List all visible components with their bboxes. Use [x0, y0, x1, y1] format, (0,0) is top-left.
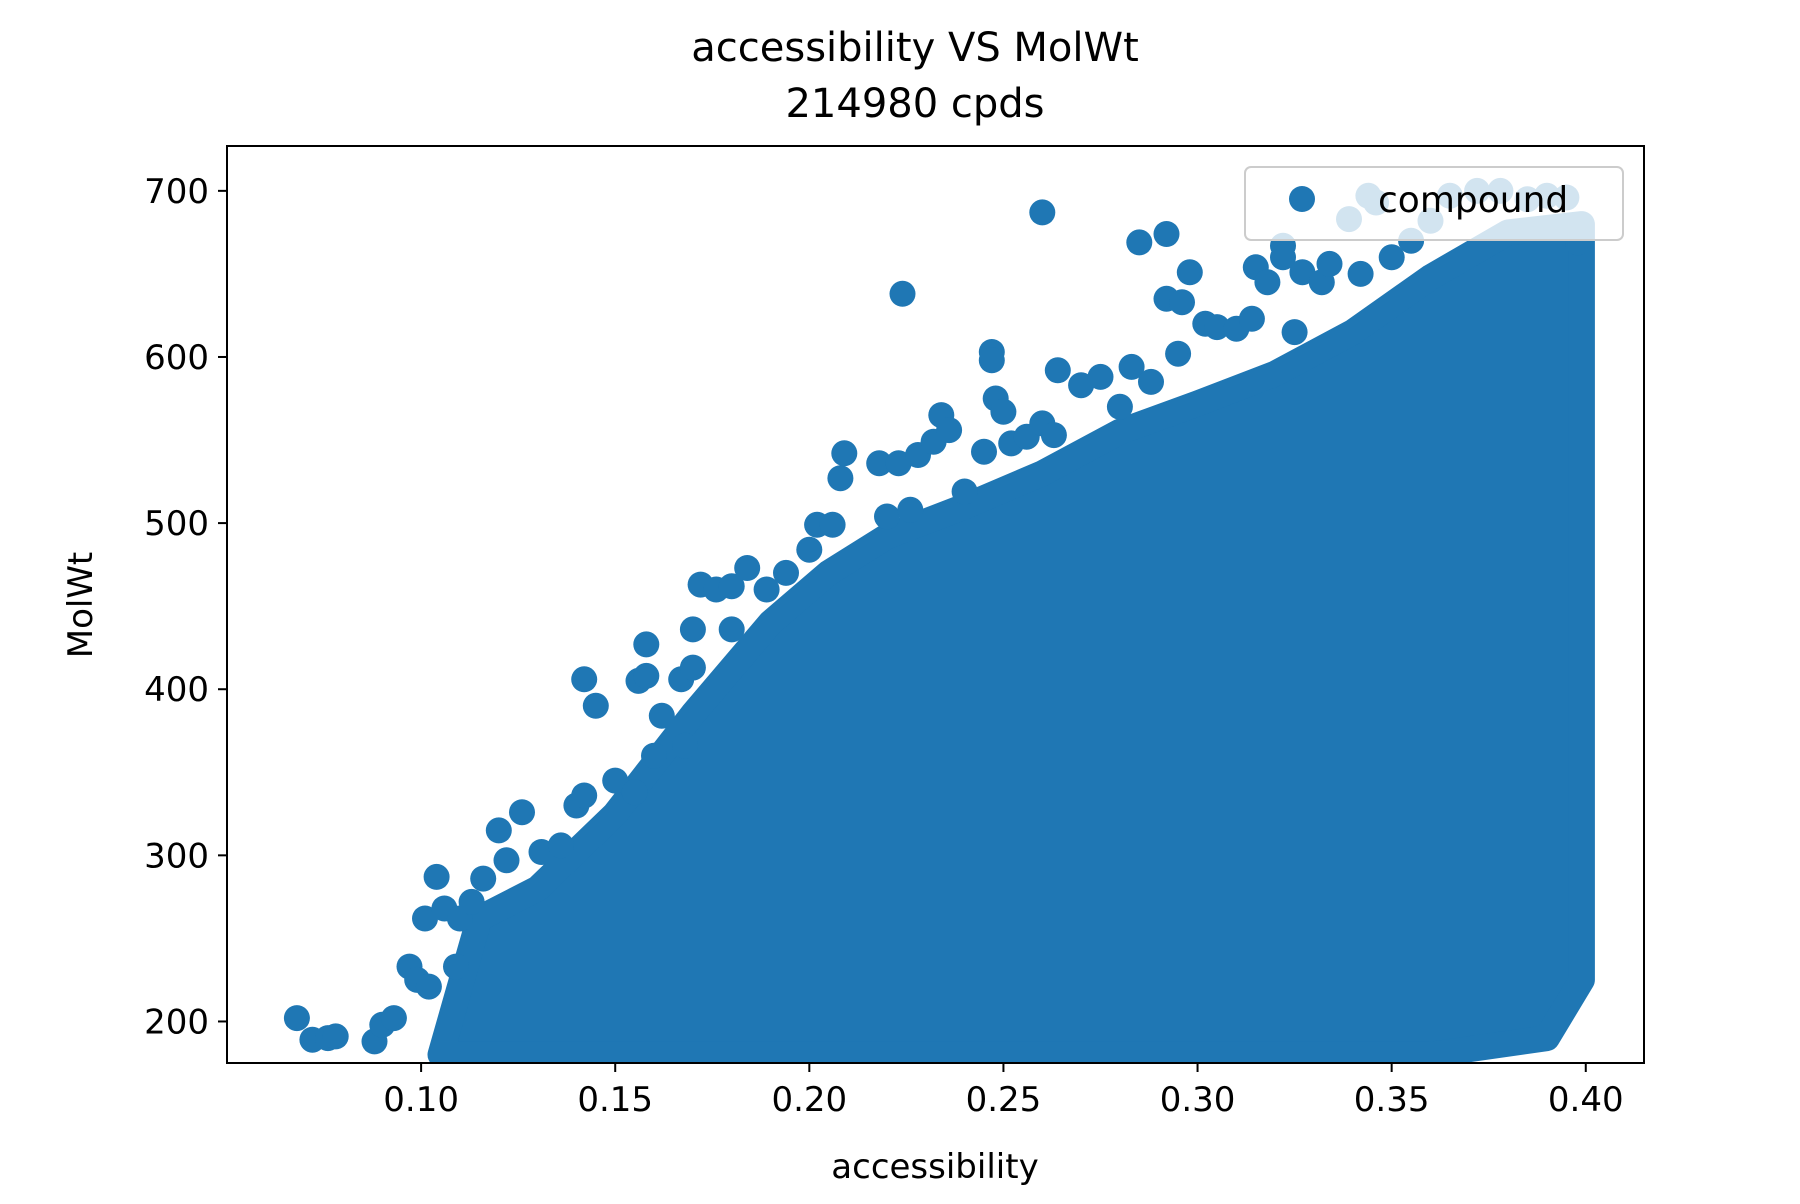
data-point	[672, 732, 699, 759]
y-tick-label: 500	[144, 504, 209, 544]
y-tick-label: 300	[144, 836, 209, 876]
data-point	[547, 832, 574, 859]
data-point	[283, 1005, 310, 1032]
data-point	[951, 478, 978, 505]
data-point	[322, 1023, 349, 1050]
data-point	[1087, 363, 1114, 390]
y-axis-label: MolWt	[61, 552, 101, 659]
data-point	[1176, 259, 1203, 286]
x-tick-label: 0.30	[1160, 1080, 1236, 1120]
data-point	[485, 817, 512, 844]
data-point	[679, 654, 706, 681]
data-point	[1347, 260, 1374, 287]
data-point	[1254, 269, 1281, 296]
data-point	[458, 888, 485, 915]
data-point	[1281, 319, 1308, 346]
data-points	[283, 177, 1595, 1063]
data-point	[734, 555, 761, 581]
data-point	[971, 438, 997, 465]
data-point	[641, 742, 667, 769]
data-point	[621, 779, 648, 806]
data-point	[1118, 353, 1145, 380]
legend-box	[1244, 166, 1624, 241]
data-point	[874, 503, 900, 530]
data-point	[978, 347, 1005, 374]
data-point	[936, 417, 963, 444]
data-point	[412, 905, 438, 932]
data-point	[831, 440, 858, 467]
data-point	[1165, 340, 1192, 367]
data-point	[1029, 199, 1056, 226]
legend-marker-icon	[1289, 186, 1315, 212]
x-tick-label: 0.15	[577, 1080, 653, 1120]
data-point	[1169, 289, 1195, 316]
data-point	[718, 616, 745, 643]
data-point	[443, 953, 469, 980]
data-point	[1068, 372, 1095, 399]
data-point	[753, 576, 780, 603]
x-tick-label: 0.35	[1354, 1080, 1430, 1120]
data-point	[633, 662, 660, 689]
x-tick-label: 0.25	[966, 1080, 1042, 1120]
data-point	[1204, 314, 1230, 341]
data-point	[718, 573, 745, 600]
data-point	[885, 450, 912, 477]
data-point	[990, 398, 1017, 425]
data-point	[509, 799, 535, 826]
data-point	[602, 767, 629, 794]
data-point	[1238, 305, 1265, 332]
data-point	[1316, 250, 1343, 277]
y-tick-label: 200	[144, 1002, 209, 1042]
data-point	[415, 973, 442, 1000]
data-point	[1289, 259, 1316, 286]
data-point	[819, 511, 846, 538]
data-point	[423, 863, 450, 890]
data-point	[679, 616, 706, 643]
x-tick-label: 0.40	[1548, 1080, 1624, 1120]
y-tick-label: 600	[144, 338, 209, 378]
data-point	[897, 496, 924, 523]
data-point	[1378, 244, 1405, 271]
data-point	[773, 559, 799, 586]
data-point	[582, 692, 609, 719]
y-tick-label: 700	[144, 172, 209, 212]
data-point	[866, 450, 893, 477]
x-axis-label: accessibility	[831, 1147, 1038, 1187]
data-point	[1270, 244, 1296, 271]
data-point	[648, 702, 675, 729]
data-point	[633, 631, 660, 658]
data-point	[571, 666, 598, 693]
point-cloud	[427, 211, 1595, 1063]
data-point	[796, 536, 823, 563]
data-point	[571, 782, 598, 809]
data-point	[1044, 357, 1071, 384]
data-point	[1040, 422, 1067, 449]
x-tick-label: 0.10	[383, 1080, 459, 1120]
data-point	[1138, 368, 1164, 395]
data-point	[1126, 229, 1153, 256]
data-point	[1153, 221, 1180, 247]
y-axis: 200 300 400 500 600 700	[144, 172, 227, 1042]
data-point	[827, 465, 854, 492]
legend: compound	[1244, 166, 1624, 241]
x-axis: 0.10 0.15 0.20 0.25 0.30 0.35 0.40	[383, 1063, 1624, 1120]
y-tick-label: 400	[144, 670, 209, 710]
x-tick-label: 0.20	[771, 1080, 847, 1120]
chart-subtitle: 214980 cpds	[785, 81, 1044, 127]
data-point	[1106, 393, 1133, 420]
legend-label: compound	[1378, 180, 1568, 221]
chart-title: accessibility VS MolWt	[691, 25, 1139, 71]
data-point	[380, 1005, 407, 1032]
plot-frame	[226, 145, 1645, 1064]
data-point	[493, 847, 520, 874]
data-point	[470, 865, 497, 892]
data-point	[889, 280, 916, 307]
